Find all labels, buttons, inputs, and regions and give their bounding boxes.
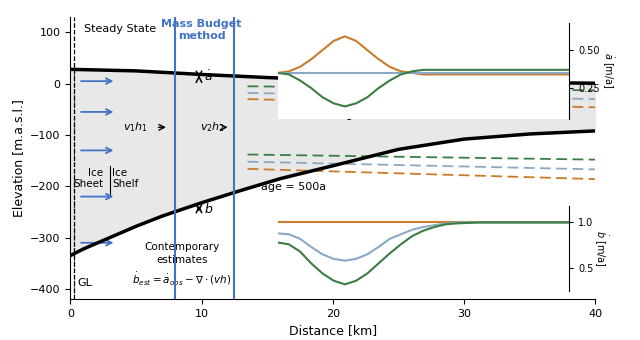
Text: Steady State: Steady State bbox=[84, 24, 156, 34]
Text: Internal Reflection Horizon (IRH) method: Internal Reflection Horizon (IRH) method bbox=[307, 221, 505, 231]
Text: $\dot{a}$: $\dot{a}$ bbox=[204, 69, 213, 84]
Text: GL: GL bbox=[77, 278, 92, 288]
Text: time-averaged estimates $\dot{a}_{avg}$, $\dot{b}_{avg}$: time-averaged estimates $\dot{a}_{avg}$,… bbox=[307, 230, 478, 248]
Y-axis label: Elevation [m.a.s.l.]: Elevation [m.a.s.l.] bbox=[12, 99, 24, 217]
Text: Mass Budget
method: Mass Budget method bbox=[161, 19, 242, 41]
Text: Ice
Shelf: Ice Shelf bbox=[113, 168, 139, 189]
Text: age = 500a: age = 500a bbox=[260, 182, 326, 192]
Text: Contemporary
estimates
$\dot{b}_{est} = \dot{a}_{obs} - \nabla \cdot (vh)$: Contemporary estimates $\dot{b}_{est} = … bbox=[132, 242, 232, 287]
X-axis label: Distance [km]: Distance [km] bbox=[289, 324, 377, 338]
Text: $\dot{b}$: $\dot{b}$ bbox=[204, 200, 214, 217]
Text: age = 100a: age = 100a bbox=[339, 110, 404, 120]
Text: $v_1h_1$: $v_1h_1$ bbox=[124, 120, 148, 134]
Text: $v_2h_2$: $v_2h_2$ bbox=[200, 120, 225, 134]
Text: Ice
Sheet: Ice Sheet bbox=[73, 168, 103, 189]
